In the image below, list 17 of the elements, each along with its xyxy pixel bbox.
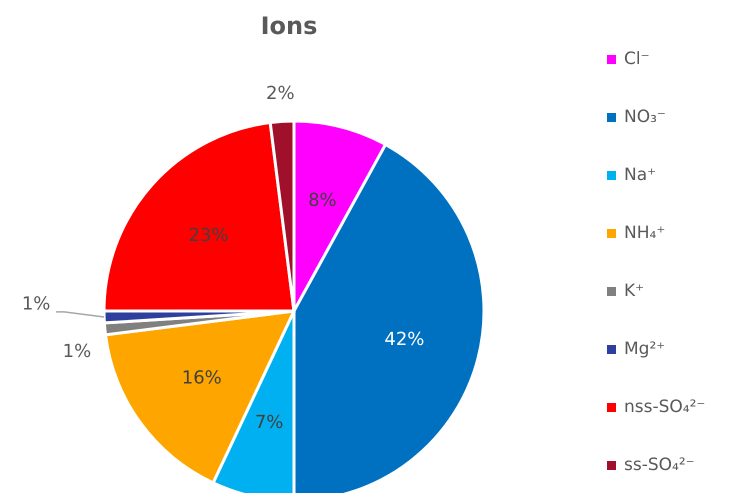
data-label: 1%	[62, 341, 92, 362]
legend-label: K⁺	[624, 281, 644, 301]
data-label: 2%	[266, 82, 295, 104]
data-label: 16%	[182, 368, 222, 389]
legend-label: Na⁺	[624, 165, 656, 185]
legend-label: Mg²⁺	[624, 339, 666, 359]
legend-label: Cl⁻	[624, 49, 650, 69]
data-label: 7%	[254, 412, 284, 433]
legend-label: NO₃⁻	[624, 107, 666, 127]
data-label: 1%	[22, 293, 50, 314]
legend-label: ss-SO₄²⁻	[624, 455, 695, 475]
data-label: 8%	[308, 190, 337, 212]
legend-label: nss-SO₄²⁻	[624, 397, 706, 417]
chart-title: Ions	[260, 12, 318, 40]
data-label: 42%	[384, 328, 424, 350]
legend-label: NH₄⁺	[624, 223, 666, 243]
data-label: 23%	[188, 225, 228, 246]
